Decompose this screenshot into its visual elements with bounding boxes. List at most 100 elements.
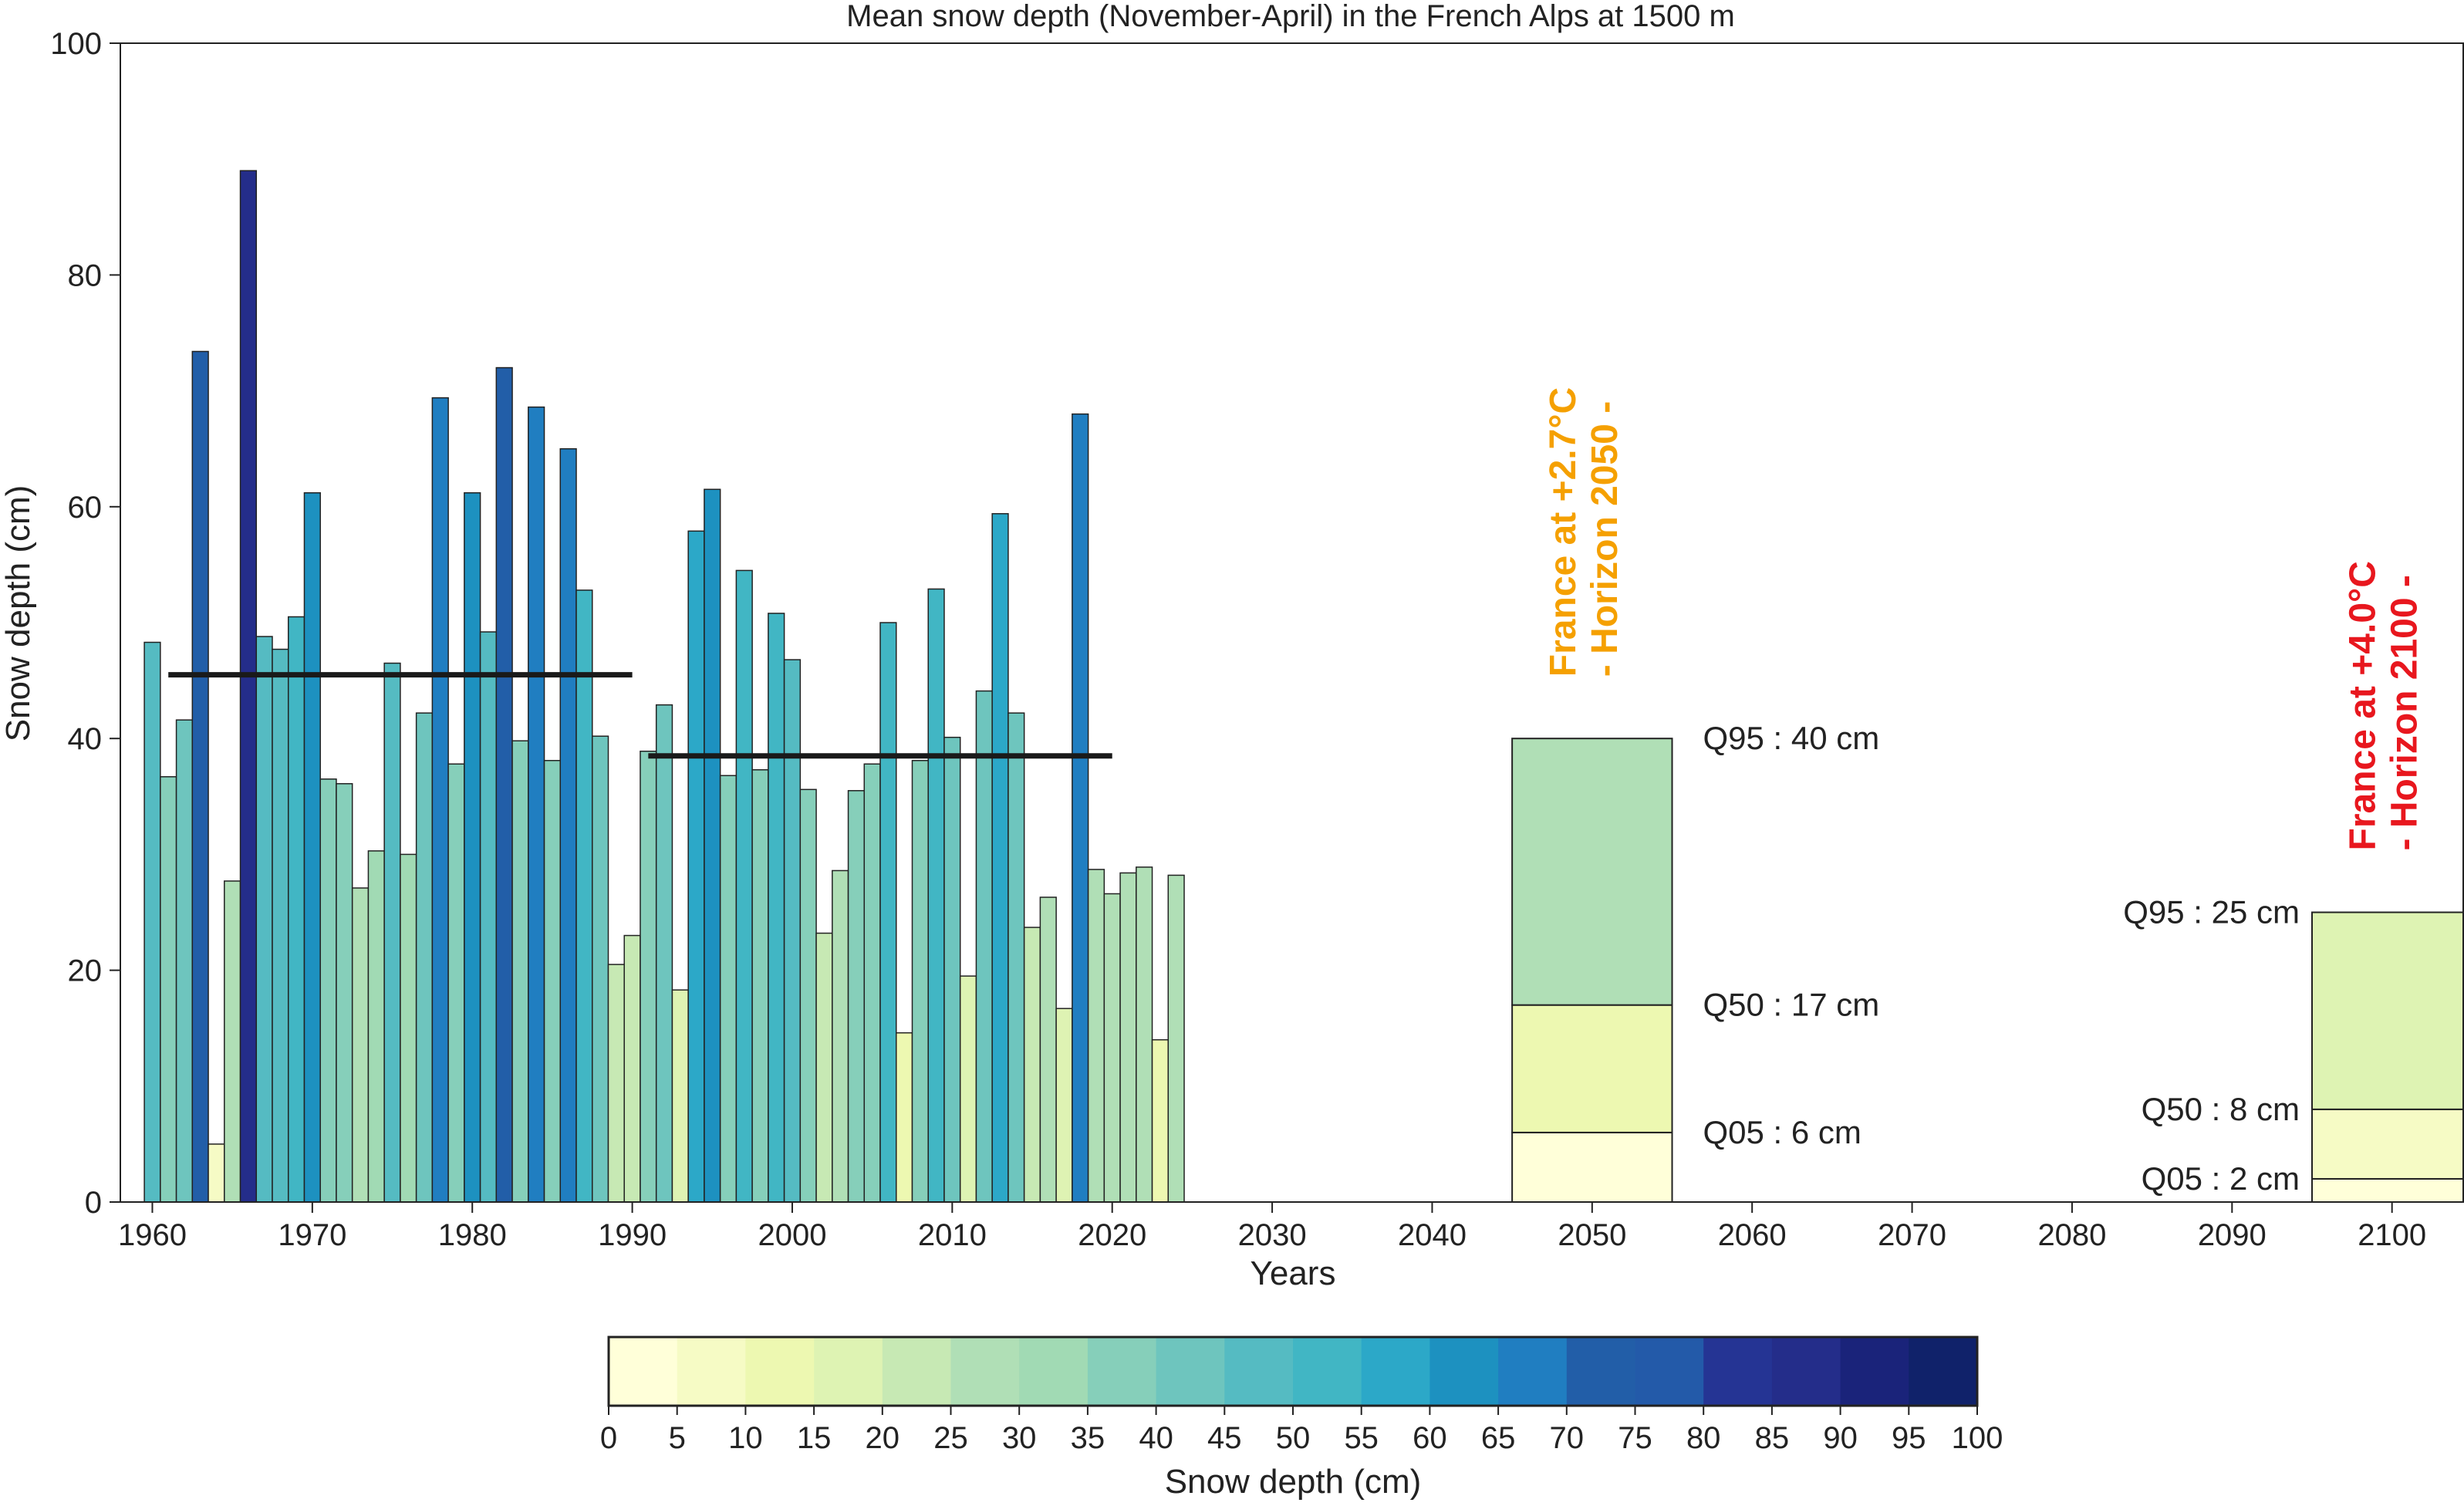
colorbar-swatch-5-10 bbox=[677, 1337, 746, 1406]
projection-2100-segment-3 bbox=[2310, 911, 2464, 1110]
bar-1997 bbox=[735, 569, 753, 1203]
y-axis: 0 20 40 60 80 100 bbox=[50, 27, 120, 1220]
colorbar-tick-label-15: 15 bbox=[797, 1421, 832, 1455]
x-axis: 1960 1970 1980 1990 2000 2010 2020 2030 2040 2050… bbox=[118, 1202, 2426, 1252]
x-tick-label-1980: 1980 bbox=[438, 1218, 507, 1252]
x-tick-label-2020: 2020 bbox=[1078, 1218, 1146, 1252]
colorbar-swatch-70-75 bbox=[1566, 1337, 1635, 1406]
x-tick-label-2090: 2090 bbox=[2198, 1218, 2267, 1252]
y-tick-label-100: 100 bbox=[50, 27, 102, 61]
colorbar-swatch-20-25 bbox=[882, 1337, 951, 1406]
bar-2008 bbox=[911, 759, 929, 1203]
projection-2050-segment-1 bbox=[1511, 1131, 1673, 1204]
projection-2100-q50-label: Q50 : 8 cm bbox=[2142, 1091, 2300, 1127]
bar-1990 bbox=[623, 934, 641, 1203]
colorbar-tick-label-55: 55 bbox=[1344, 1421, 1379, 1455]
bar-2011 bbox=[959, 975, 977, 1203]
bar-1999 bbox=[768, 613, 785, 1203]
bar-2018 bbox=[1072, 413, 1089, 1203]
bar-2020 bbox=[1103, 893, 1121, 1203]
colorbar-tick-label-70: 70 bbox=[1550, 1421, 1585, 1455]
bar-2023 bbox=[1151, 1038, 1170, 1203]
colorbar-swatch-90-95 bbox=[1840, 1337, 1909, 1406]
bar-1966 bbox=[239, 170, 258, 1203]
y-tick-label-40: 40 bbox=[68, 722, 103, 756]
bar-1982 bbox=[495, 366, 513, 1203]
scenario-line1: France at +4.0°C bbox=[2343, 561, 2384, 850]
bar-1987 bbox=[575, 589, 593, 1203]
bar-2004 bbox=[847, 790, 866, 1203]
bar-1992 bbox=[655, 704, 673, 1203]
bar-2022 bbox=[1136, 866, 1153, 1203]
projection-2050-scenario: France at +2.7°C - Horizon 2050 - bbox=[1543, 387, 1625, 677]
colorbar-tick-label-45: 45 bbox=[1207, 1421, 1242, 1455]
y-tick-label-20: 20 bbox=[68, 954, 103, 988]
bar-2000 bbox=[783, 659, 802, 1203]
colorbar: 0 5 10 15 20 25 30 35 40 45 50 55 60 65 70 75 80 85 90 95 10… bbox=[600, 1335, 2003, 1455]
x-tick-label-1970: 1970 bbox=[278, 1218, 346, 1252]
colorbar-swatch-0-5 bbox=[609, 1337, 678, 1406]
colorbar-tick-label-100: 100 bbox=[1952, 1421, 2003, 1455]
bar-2009 bbox=[927, 588, 945, 1203]
bar-2017 bbox=[1055, 1008, 1073, 1203]
bar-2019 bbox=[1087, 869, 1105, 1203]
projection-2100-segment-1 bbox=[2310, 1177, 2464, 1203]
plot-frame bbox=[120, 42, 2464, 1203]
bar-1972 bbox=[336, 783, 353, 1203]
x-tick-label-2030: 2030 bbox=[1238, 1218, 1307, 1252]
x-tick-label-2100: 2100 bbox=[2358, 1218, 2426, 1252]
bars-layer bbox=[143, 170, 1185, 1203]
x-tick-label-2040: 2040 bbox=[1398, 1218, 1467, 1252]
bar-1961 bbox=[160, 776, 177, 1203]
projection-2050-segment-3 bbox=[1511, 738, 1673, 1006]
projection-2050-q95-label: Q95 : 40 cm bbox=[1703, 720, 1880, 756]
x-tick-label-2080: 2080 bbox=[2037, 1218, 2106, 1252]
bar-2005 bbox=[863, 763, 881, 1203]
bar-2013 bbox=[991, 513, 1009, 1203]
bar-2003 bbox=[832, 869, 849, 1203]
colorbar-swatch-75-80 bbox=[1635, 1337, 1704, 1406]
bar-1991 bbox=[640, 750, 657, 1203]
colorbar-tick-label-25: 25 bbox=[933, 1421, 968, 1455]
bar-1963 bbox=[191, 350, 209, 1203]
colorbar-swatch-65-70 bbox=[1498, 1337, 1568, 1406]
scenario-line2: - Horizon 2050 - bbox=[1585, 401, 1625, 677]
colorbar-swatch-95-100 bbox=[1909, 1337, 1978, 1406]
chart-title: Mean snow depth (November-April) in the … bbox=[846, 0, 1735, 33]
bar-1986 bbox=[559, 447, 577, 1203]
colorbar-swatch-85-90 bbox=[1771, 1337, 1841, 1406]
bar-2024 bbox=[1167, 874, 1185, 1203]
bar-1968 bbox=[272, 648, 289, 1203]
x-tick-label-2050: 2050 bbox=[1558, 1218, 1626, 1252]
colorbar-label: Snow depth (cm) bbox=[1165, 1463, 1422, 1501]
bar-1980 bbox=[464, 492, 481, 1203]
colorbar-swatch-40-45 bbox=[1156, 1337, 1225, 1406]
bar-1979 bbox=[447, 763, 465, 1203]
x-tick-label-2000: 2000 bbox=[758, 1218, 826, 1252]
bar-2001 bbox=[799, 788, 817, 1203]
colorbar-swatch-25-30 bbox=[950, 1337, 1020, 1406]
colorbar-tick-label-20: 20 bbox=[866, 1421, 900, 1455]
projection-2100-q05-label: Q05 : 2 cm bbox=[2142, 1160, 2300, 1197]
projections-layer: Q95 : 40 cm Q50 : 17 cm Q05 : 6 cm France a… bbox=[1511, 387, 2464, 1204]
colorbar-swatch-50-55 bbox=[1293, 1337, 1362, 1406]
colorbar-tick-label-40: 40 bbox=[1139, 1421, 1173, 1455]
colorbar-swatch-35-40 bbox=[1087, 1337, 1157, 1406]
colorbar-tick-label-10: 10 bbox=[728, 1421, 763, 1455]
bar-1975 bbox=[383, 662, 401, 1203]
bar-2016 bbox=[1039, 897, 1057, 1203]
x-tick-label-1990: 1990 bbox=[598, 1218, 667, 1252]
bar-1996 bbox=[719, 775, 738, 1203]
colorbar-tick-label-80: 80 bbox=[1686, 1421, 1721, 1455]
colorbar-tick-label-30: 30 bbox=[1002, 1421, 1037, 1455]
bar-1960 bbox=[143, 641, 161, 1203]
colorbar-tick-label-50: 50 bbox=[1276, 1421, 1311, 1455]
bar-1983 bbox=[511, 740, 529, 1203]
x-tick-label-2010: 2010 bbox=[918, 1218, 987, 1252]
colorbar-tick-label-35: 35 bbox=[1071, 1421, 1105, 1455]
bar-1973 bbox=[351, 887, 370, 1203]
bar-1985 bbox=[543, 759, 562, 1203]
bar-1964 bbox=[208, 1143, 225, 1203]
y-tick-label-60: 60 bbox=[68, 491, 103, 525]
